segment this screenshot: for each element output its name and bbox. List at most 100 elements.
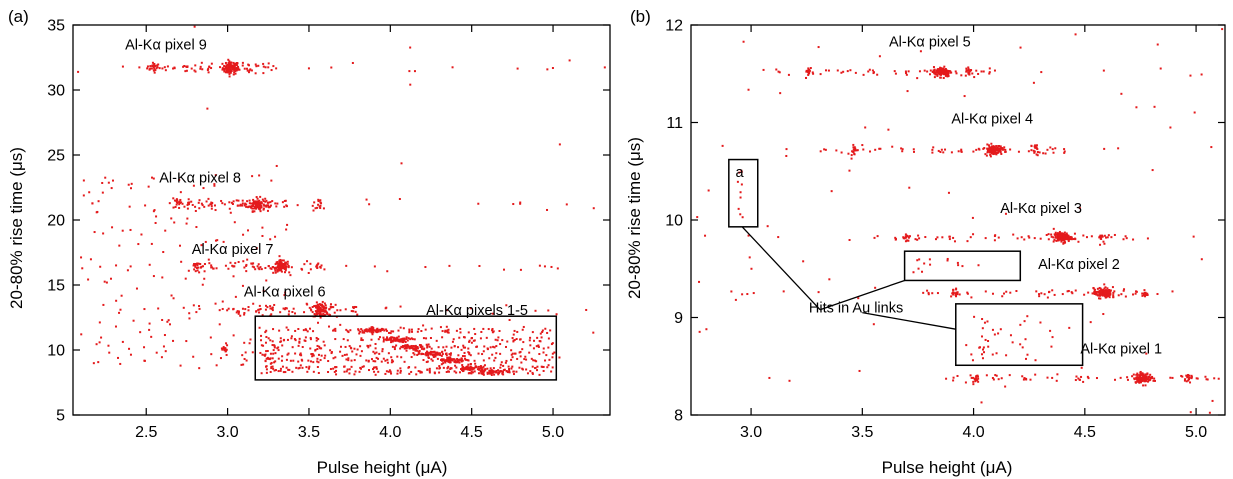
- data-point: [431, 359, 434, 362]
- data-point: [260, 206, 263, 209]
- data-point: [428, 352, 431, 355]
- data-point: [817, 46, 820, 49]
- data-point: [937, 68, 940, 71]
- data-point: [1136, 376, 1139, 379]
- data-point: [289, 274, 292, 277]
- data-point: [945, 72, 948, 75]
- data-point: [1032, 81, 1035, 84]
- data-point: [297, 367, 300, 370]
- data-point: [107, 344, 110, 347]
- data-point: [1109, 292, 1112, 295]
- data-point: [1147, 380, 1150, 383]
- data-point: [248, 71, 251, 74]
- data-point: [329, 306, 332, 309]
- data-point: [556, 267, 559, 270]
- data-point: [439, 326, 442, 329]
- data-point: [416, 345, 419, 348]
- data-point: [916, 259, 919, 262]
- data-point: [223, 70, 226, 73]
- data-point: [300, 354, 303, 357]
- data-point: [333, 311, 336, 314]
- annotation-label: Al-Kα pixel 4: [951, 111, 1033, 127]
- data-point: [428, 369, 431, 372]
- data-point: [269, 307, 272, 310]
- data-point: [991, 353, 994, 356]
- data-point: [477, 365, 480, 368]
- data-point: [470, 341, 473, 344]
- data-point: [853, 146, 856, 149]
- data-point: [453, 370, 456, 373]
- data-point: [284, 307, 287, 310]
- data-point: [1040, 71, 1043, 74]
- data-point: [185, 222, 188, 225]
- data-point: [172, 67, 175, 70]
- data-point: [1012, 233, 1015, 236]
- data-point: [317, 203, 320, 206]
- data-point: [463, 351, 466, 354]
- data-point: [424, 353, 427, 356]
- data-point: [461, 355, 464, 358]
- data-point: [271, 200, 274, 203]
- data-point: [304, 339, 307, 342]
- data-point: [246, 200, 249, 203]
- data-point: [354, 370, 357, 373]
- data-point: [248, 205, 251, 208]
- data-point: [186, 65, 189, 68]
- data-point: [374, 347, 377, 350]
- data-point: [425, 361, 428, 364]
- data-point: [519, 201, 522, 204]
- data-point: [999, 148, 1002, 151]
- data-point: [1056, 232, 1059, 235]
- data-point: [778, 71, 781, 74]
- data-point: [990, 142, 993, 145]
- data-point: [128, 205, 131, 208]
- data-point: [1050, 235, 1053, 238]
- data-point: [260, 204, 263, 207]
- data-point: [387, 370, 390, 373]
- data-point: [954, 292, 957, 295]
- data-point: [403, 337, 406, 340]
- data-point: [283, 294, 286, 297]
- data-point: [210, 266, 213, 269]
- data-point: [343, 370, 346, 373]
- data-point: [491, 369, 494, 372]
- data-point: [271, 344, 274, 347]
- data-point: [1122, 289, 1125, 292]
- data-point: [447, 365, 450, 368]
- data-point: [372, 350, 375, 353]
- data-point: [409, 46, 412, 49]
- data-point: [315, 265, 318, 268]
- data-point: [1043, 293, 1046, 296]
- data-point: [1107, 234, 1110, 237]
- data-point: [1058, 232, 1061, 235]
- data-point: [269, 267, 272, 270]
- data-point: [1035, 290, 1038, 293]
- data-point: [248, 199, 251, 202]
- data-point: [779, 92, 782, 95]
- data-point: [1135, 373, 1138, 376]
- data-point: [1078, 207, 1081, 210]
- data-point: [430, 347, 433, 350]
- data-point: [1144, 375, 1147, 378]
- data-point: [1144, 384, 1147, 387]
- data-point: [1090, 235, 1093, 238]
- data-point: [494, 356, 497, 359]
- data-point: [1039, 321, 1042, 324]
- data-point: [430, 327, 433, 330]
- data-point: [271, 266, 274, 269]
- data-point: [276, 270, 279, 273]
- data-point: [430, 358, 433, 361]
- data-point: [1102, 289, 1105, 292]
- data-point: [926, 70, 929, 73]
- data-point: [146, 65, 149, 68]
- data-point: [262, 208, 265, 211]
- data-point: [371, 326, 374, 329]
- data-point: [933, 71, 936, 74]
- data-point: [382, 338, 385, 341]
- data-point: [163, 66, 166, 69]
- data-point: [480, 330, 483, 333]
- data-point: [384, 372, 387, 375]
- data-point: [1102, 288, 1105, 291]
- data-point: [426, 353, 429, 356]
- data-point: [272, 328, 275, 331]
